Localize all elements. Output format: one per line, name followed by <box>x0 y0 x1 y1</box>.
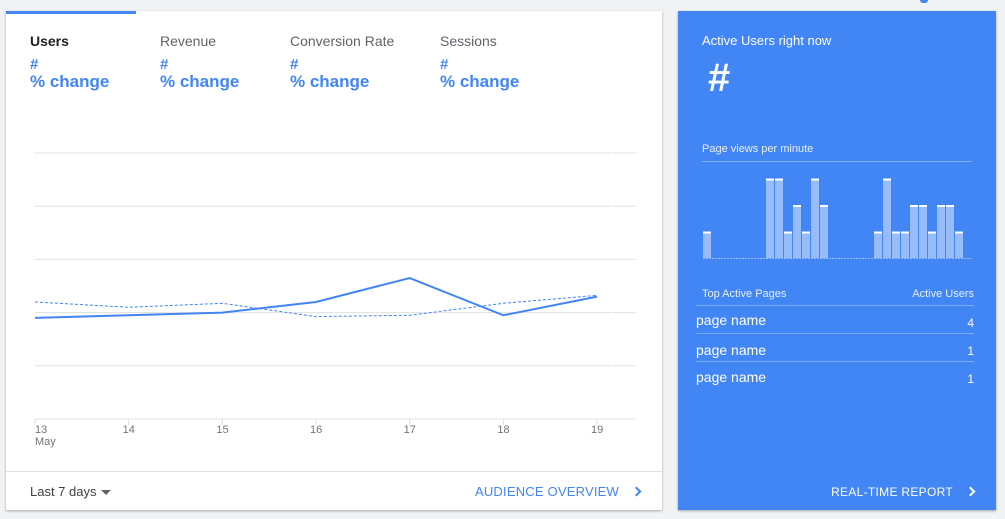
pageview-bar-cap <box>784 231 792 234</box>
realtime-title: Active Users right now <box>702 33 832 48</box>
pageview-bar <box>820 205 828 258</box>
users-line-chart: 13 14 15 16 17 18 19 May <box>34 152 636 448</box>
metric-tab-revenue[interactable]: Revenue # % change <box>160 33 239 91</box>
x-tick-label: 17 <box>404 424 416 436</box>
top-accent <box>920 0 928 3</box>
series-line-current <box>34 276 598 319</box>
x-tick-label: 18 <box>497 424 509 436</box>
pageview-bar <box>793 205 801 258</box>
table-row[interactable]: page name 4 <box>696 305 974 333</box>
metric-label: Sessions <box>440 33 497 49</box>
pageview-bar-cap <box>874 231 882 234</box>
pageviews-label: Page views per minute <box>702 143 814 155</box>
x-tick-label: 19 <box>591 424 603 436</box>
audience-overview-link[interactable]: AUDIENCE OVERVIEW <box>474 484 642 499</box>
x-tick-label: 16 <box>310 424 322 436</box>
metric-label: Users <box>30 33 69 49</box>
metric-tab-sessions[interactable]: Sessions # % change <box>440 33 519 91</box>
pageview-bar <box>910 205 918 258</box>
pageview-bar <box>811 178 819 258</box>
pageview-bar <box>928 231 936 258</box>
metric-tab-conversion-rate[interactable]: Conversion Rate # % change <box>290 33 394 91</box>
page-name: page name <box>696 369 767 385</box>
audience-card: Users # % change Revenue # % change Conv… <box>6 11 662 510</box>
pageview-bar-cap <box>775 178 783 181</box>
metric-value: # <box>440 56 449 73</box>
table-row[interactable]: page name 1 <box>696 333 974 361</box>
pageview-bar <box>955 231 963 258</box>
pageview-bar <box>874 231 882 258</box>
metric-change: % change <box>440 72 520 91</box>
metric-label: Conversion Rate <box>290 33 395 49</box>
table-row[interactable]: page name 1 <box>696 361 974 389</box>
metric-tab-users[interactable]: Users # % change <box>30 33 109 91</box>
realtime-report-link[interactable]: REAL-TIME REPORT <box>831 485 976 499</box>
pageview-bar-cap <box>703 231 711 234</box>
pageview-bar <box>937 205 945 258</box>
realtime-report-label: REAL-TIME REPORT <box>831 485 953 499</box>
active-users-header-label: Active Users <box>912 288 974 300</box>
x-tick-label: 15 <box>216 424 228 436</box>
card-footer: Last 7 days AUDIENCE OVERVIEW <box>6 471 662 510</box>
pageview-bar <box>919 205 927 258</box>
x-tick-label: 14 <box>123 424 135 436</box>
pageview-bar <box>901 231 909 258</box>
pageview-bar-cap <box>928 231 936 234</box>
pageview-bar-cap <box>793 205 801 207</box>
pageview-bar <box>883 178 891 258</box>
pageview-bar-cap <box>766 178 774 181</box>
caret-down-icon <box>100 490 111 496</box>
active-tab-indicator <box>6 11 136 14</box>
date-range-select[interactable]: Last 7 days <box>30 484 111 499</box>
page-count: 1 <box>967 372 974 386</box>
x-tick-label: 13 <box>35 424 47 436</box>
pageview-bar-cap <box>901 231 909 234</box>
metric-value: # <box>290 56 299 73</box>
pageview-bar <box>784 231 792 258</box>
pageview-bar-cap <box>883 178 891 181</box>
series-line-previous <box>34 294 598 318</box>
page-name: page name <box>696 312 767 328</box>
pageview-bar-cap <box>892 231 900 234</box>
pageview-bar <box>946 205 954 258</box>
top-pages-header-label: Top Active Pages <box>702 288 787 300</box>
metric-change: % change <box>290 72 370 91</box>
pageview-bar <box>766 178 774 258</box>
metric-change: % change <box>30 72 110 91</box>
page-count: 1 <box>967 344 974 358</box>
pageview-bar <box>703 231 711 258</box>
pageview-bar-cap <box>955 231 963 234</box>
page-name: page name <box>696 342 767 358</box>
pageviews-divider <box>702 161 972 162</box>
x-tick-sublabel: May <box>35 436 56 448</box>
date-range-label: Last 7 days <box>30 484 97 499</box>
page-count: 4 <box>967 316 974 330</box>
pageview-bar-cap <box>937 205 945 207</box>
pageview-bar-cap <box>946 205 954 207</box>
metric-label: Revenue <box>160 33 217 49</box>
pageview-bar-cap <box>910 205 918 207</box>
metric-value: # <box>160 56 169 73</box>
pageviews-bar-chart <box>703 178 972 259</box>
realtime-card: Active Users right now # Page views per … <box>678 11 996 510</box>
pageview-bar <box>802 231 810 258</box>
metric-change: % change <box>160 72 240 91</box>
pageview-bar-cap <box>919 205 927 207</box>
pageview-bar-cap <box>802 231 810 234</box>
chevron-right-icon <box>965 486 976 497</box>
pageview-bar-cap <box>820 205 828 207</box>
pageview-bar-cap <box>811 178 819 181</box>
metric-value: # <box>30 56 39 73</box>
pageview-bar <box>775 178 783 258</box>
pageview-bar <box>892 231 900 258</box>
chevron-right-icon <box>631 486 642 497</box>
audience-overview-label: AUDIENCE OVERVIEW <box>474 484 619 499</box>
active-users-value: # <box>708 56 731 100</box>
